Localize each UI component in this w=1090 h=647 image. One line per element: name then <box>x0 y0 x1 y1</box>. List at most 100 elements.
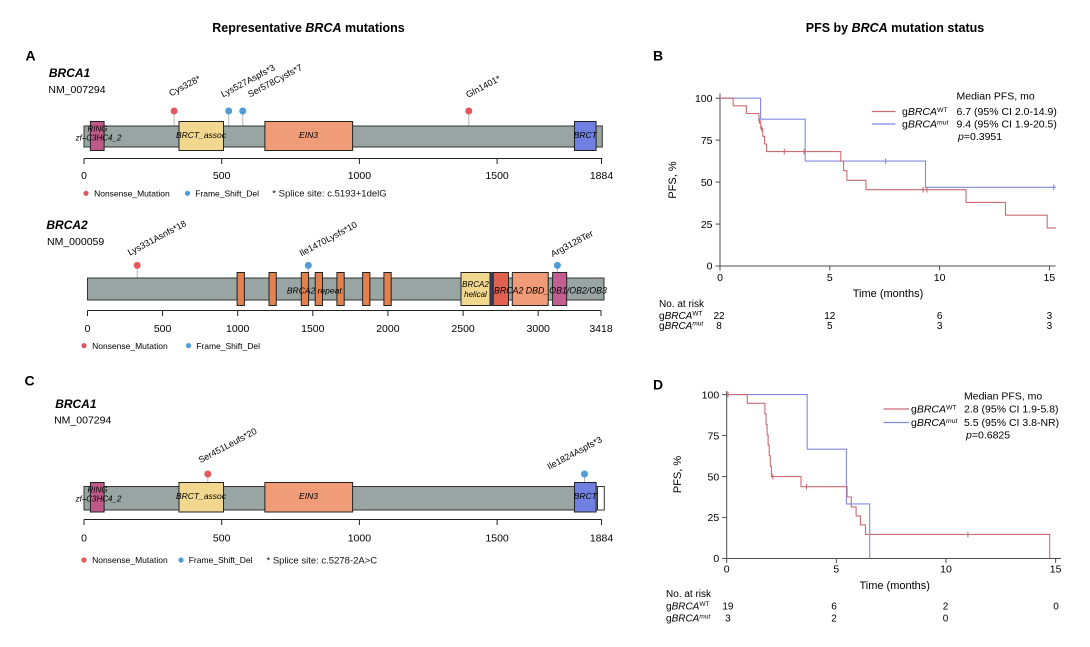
svg-text:1500: 1500 <box>485 533 509 545</box>
svg-text:5: 5 <box>833 564 839 576</box>
svg-text:Frame_Shift_Del: Frame_Shift_Del <box>195 189 259 199</box>
svg-text:1884: 1884 <box>590 170 614 182</box>
svg-text:BRCT: BRCT <box>574 130 598 140</box>
svg-text:RING: RING <box>88 125 108 134</box>
svg-text:0: 0 <box>724 564 730 576</box>
svg-text:PFS, %: PFS, % <box>667 161 679 199</box>
svg-text:Nonsense_Mutation: Nonsense_Mutation <box>94 189 170 199</box>
svg-text:1500: 1500 <box>301 323 325 335</box>
svg-text:* Splice site: c.5278-2A>C: * Splice site: c.5278-2A>C <box>267 555 378 566</box>
svg-text:p=0.6825: p=0.6825 <box>965 430 1010 442</box>
svg-text:3000: 3000 <box>527 323 551 335</box>
svg-text:BRCA2 DBD_OB1/OB2/OB3: BRCA2 DBD_OB1/OB2/OB3 <box>494 286 607 296</box>
svg-text:Frame_Shift_Del: Frame_Shift_Del <box>189 555 253 565</box>
svg-text:500: 500 <box>154 323 172 335</box>
svg-text:50: 50 <box>708 471 720 483</box>
svg-text:100: 100 <box>702 389 720 401</box>
svg-text:No. at risk: No. at risk <box>659 299 705 310</box>
svg-text:D: D <box>653 377 663 393</box>
svg-text:0: 0 <box>713 553 719 565</box>
svg-text:gBRCAWT: gBRCAWT <box>659 311 702 322</box>
svg-text:15: 15 <box>1050 564 1062 576</box>
svg-text:5: 5 <box>827 321 833 332</box>
svg-text:1000: 1000 <box>226 323 250 335</box>
svg-text:0: 0 <box>1053 601 1059 612</box>
svg-text:BRCT: BRCT <box>574 491 598 501</box>
svg-text:Nonsense_Mutation: Nonsense_Mutation <box>92 555 168 565</box>
svg-text:12: 12 <box>824 311 836 322</box>
svg-text:zf–C3HC4_2: zf–C3HC4_2 <box>75 495 122 504</box>
svg-text:500: 500 <box>213 170 231 182</box>
svg-text:Median PFS, mo: Median PFS, mo <box>964 391 1042 403</box>
svg-text:19: 19 <box>722 601 734 612</box>
svg-text:C: C <box>25 373 35 389</box>
svg-text:15: 15 <box>1044 272 1056 284</box>
svg-text:zf–C3HC4_2: zf–C3HC4_2 <box>75 134 122 143</box>
svg-text:RING: RING <box>88 486 108 495</box>
svg-text:BRCA1: BRCA1 <box>49 66 91 80</box>
svg-text:gBRCAmut: gBRCAmut <box>666 613 711 624</box>
svg-text:6: 6 <box>937 311 943 322</box>
svg-text:Frame_Shift_Del: Frame_Shift_Del <box>196 341 260 351</box>
svg-text:0: 0 <box>707 261 713 273</box>
svg-text:Representative BRCA mutations: Representative BRCA mutations <box>212 21 404 35</box>
svg-text:* Splice site: c.5193+1delG: * Splice site: c.5193+1delG <box>272 189 386 200</box>
svg-text:BRCA2: BRCA2 <box>462 280 489 289</box>
svg-text:A: A <box>26 48 36 64</box>
svg-text:3: 3 <box>1047 311 1053 322</box>
svg-text:10: 10 <box>940 564 952 576</box>
svg-text:No. at risk: No. at risk <box>666 589 712 600</box>
svg-text:gBRCAWT: gBRCAWT <box>666 601 709 612</box>
svg-text:0: 0 <box>717 272 723 284</box>
svg-text:3: 3 <box>937 321 943 332</box>
svg-text:NM_000059: NM_000059 <box>47 236 104 248</box>
svg-text:gBRCAmut: gBRCAmut <box>659 321 704 332</box>
svg-text:NM_007294: NM_007294 <box>48 84 105 96</box>
svg-text:100: 100 <box>695 93 713 105</box>
svg-text:25: 25 <box>701 219 713 231</box>
svg-text:3418: 3418 <box>589 323 613 335</box>
svg-text:5: 5 <box>827 272 833 284</box>
svg-text:1000: 1000 <box>348 170 372 182</box>
svg-text:5.5 (95% CI 3.8-NR): 5.5 (95% CI 3.8-NR) <box>964 417 1059 429</box>
svg-text:0: 0 <box>85 323 91 335</box>
svg-text:BRCA2: BRCA2 <box>46 218 88 232</box>
svg-text:EIN3: EIN3 <box>299 491 318 501</box>
svg-text:10: 10 <box>934 272 946 284</box>
svg-text:Time (months): Time (months) <box>853 288 924 300</box>
svg-text:0: 0 <box>943 614 949 625</box>
svg-text:2500: 2500 <box>451 323 475 335</box>
svg-text:2000: 2000 <box>376 323 400 335</box>
svg-text:0: 0 <box>81 170 87 182</box>
svg-text:6.7 (95% CI 2.0-14.9): 6.7 (95% CI 2.0-14.9) <box>957 106 1057 118</box>
svg-text:BRCT_assoc: BRCT_assoc <box>176 491 227 501</box>
svg-text:3: 3 <box>1047 321 1053 332</box>
svg-text:75: 75 <box>708 430 720 442</box>
svg-text:PFS, %: PFS, % <box>672 456 684 494</box>
svg-text:NM_007294: NM_007294 <box>54 415 111 427</box>
svg-text:8: 8 <box>716 321 722 332</box>
svg-text:0: 0 <box>81 533 87 545</box>
svg-text:2.8 (95% CI 1.9-5.8): 2.8 (95% CI 1.9-5.8) <box>964 404 1059 416</box>
svg-text:9.4 (95% CI 1.9-20.5): 9.4 (95% CI 1.9-20.5) <box>957 119 1057 131</box>
svg-text:gBRCAWT: gBRCAWT <box>911 404 957 416</box>
svg-text:gBRCAWT: gBRCAWT <box>902 106 948 118</box>
svg-text:Nonsense_Mutation: Nonsense_Mutation <box>92 341 168 351</box>
svg-text:EIN3: EIN3 <box>299 130 318 140</box>
svg-text:3: 3 <box>725 614 731 625</box>
svg-text:Median PFS, mo: Median PFS, mo <box>957 91 1035 103</box>
svg-text:500: 500 <box>213 533 231 545</box>
svg-text:1500: 1500 <box>485 170 509 182</box>
svg-text:6: 6 <box>831 601 837 612</box>
svg-text:BRCA2 repeat: BRCA2 repeat <box>287 286 342 296</box>
svg-text:p=0.3951: p=0.3951 <box>957 131 1002 143</box>
svg-text:BRCA1: BRCA1 <box>55 397 97 411</box>
svg-text:2: 2 <box>831 614 837 625</box>
svg-text:2: 2 <box>943 601 949 612</box>
svg-text:22: 22 <box>713 311 725 322</box>
svg-text:PFS by BRCA mutation status: PFS by BRCA mutation status <box>806 21 985 35</box>
svg-text:Time (months): Time (months) <box>859 580 930 592</box>
svg-text:1000: 1000 <box>348 533 372 545</box>
svg-text:25: 25 <box>708 512 720 524</box>
svg-text:BRCT_assoc: BRCT_assoc <box>176 130 227 140</box>
